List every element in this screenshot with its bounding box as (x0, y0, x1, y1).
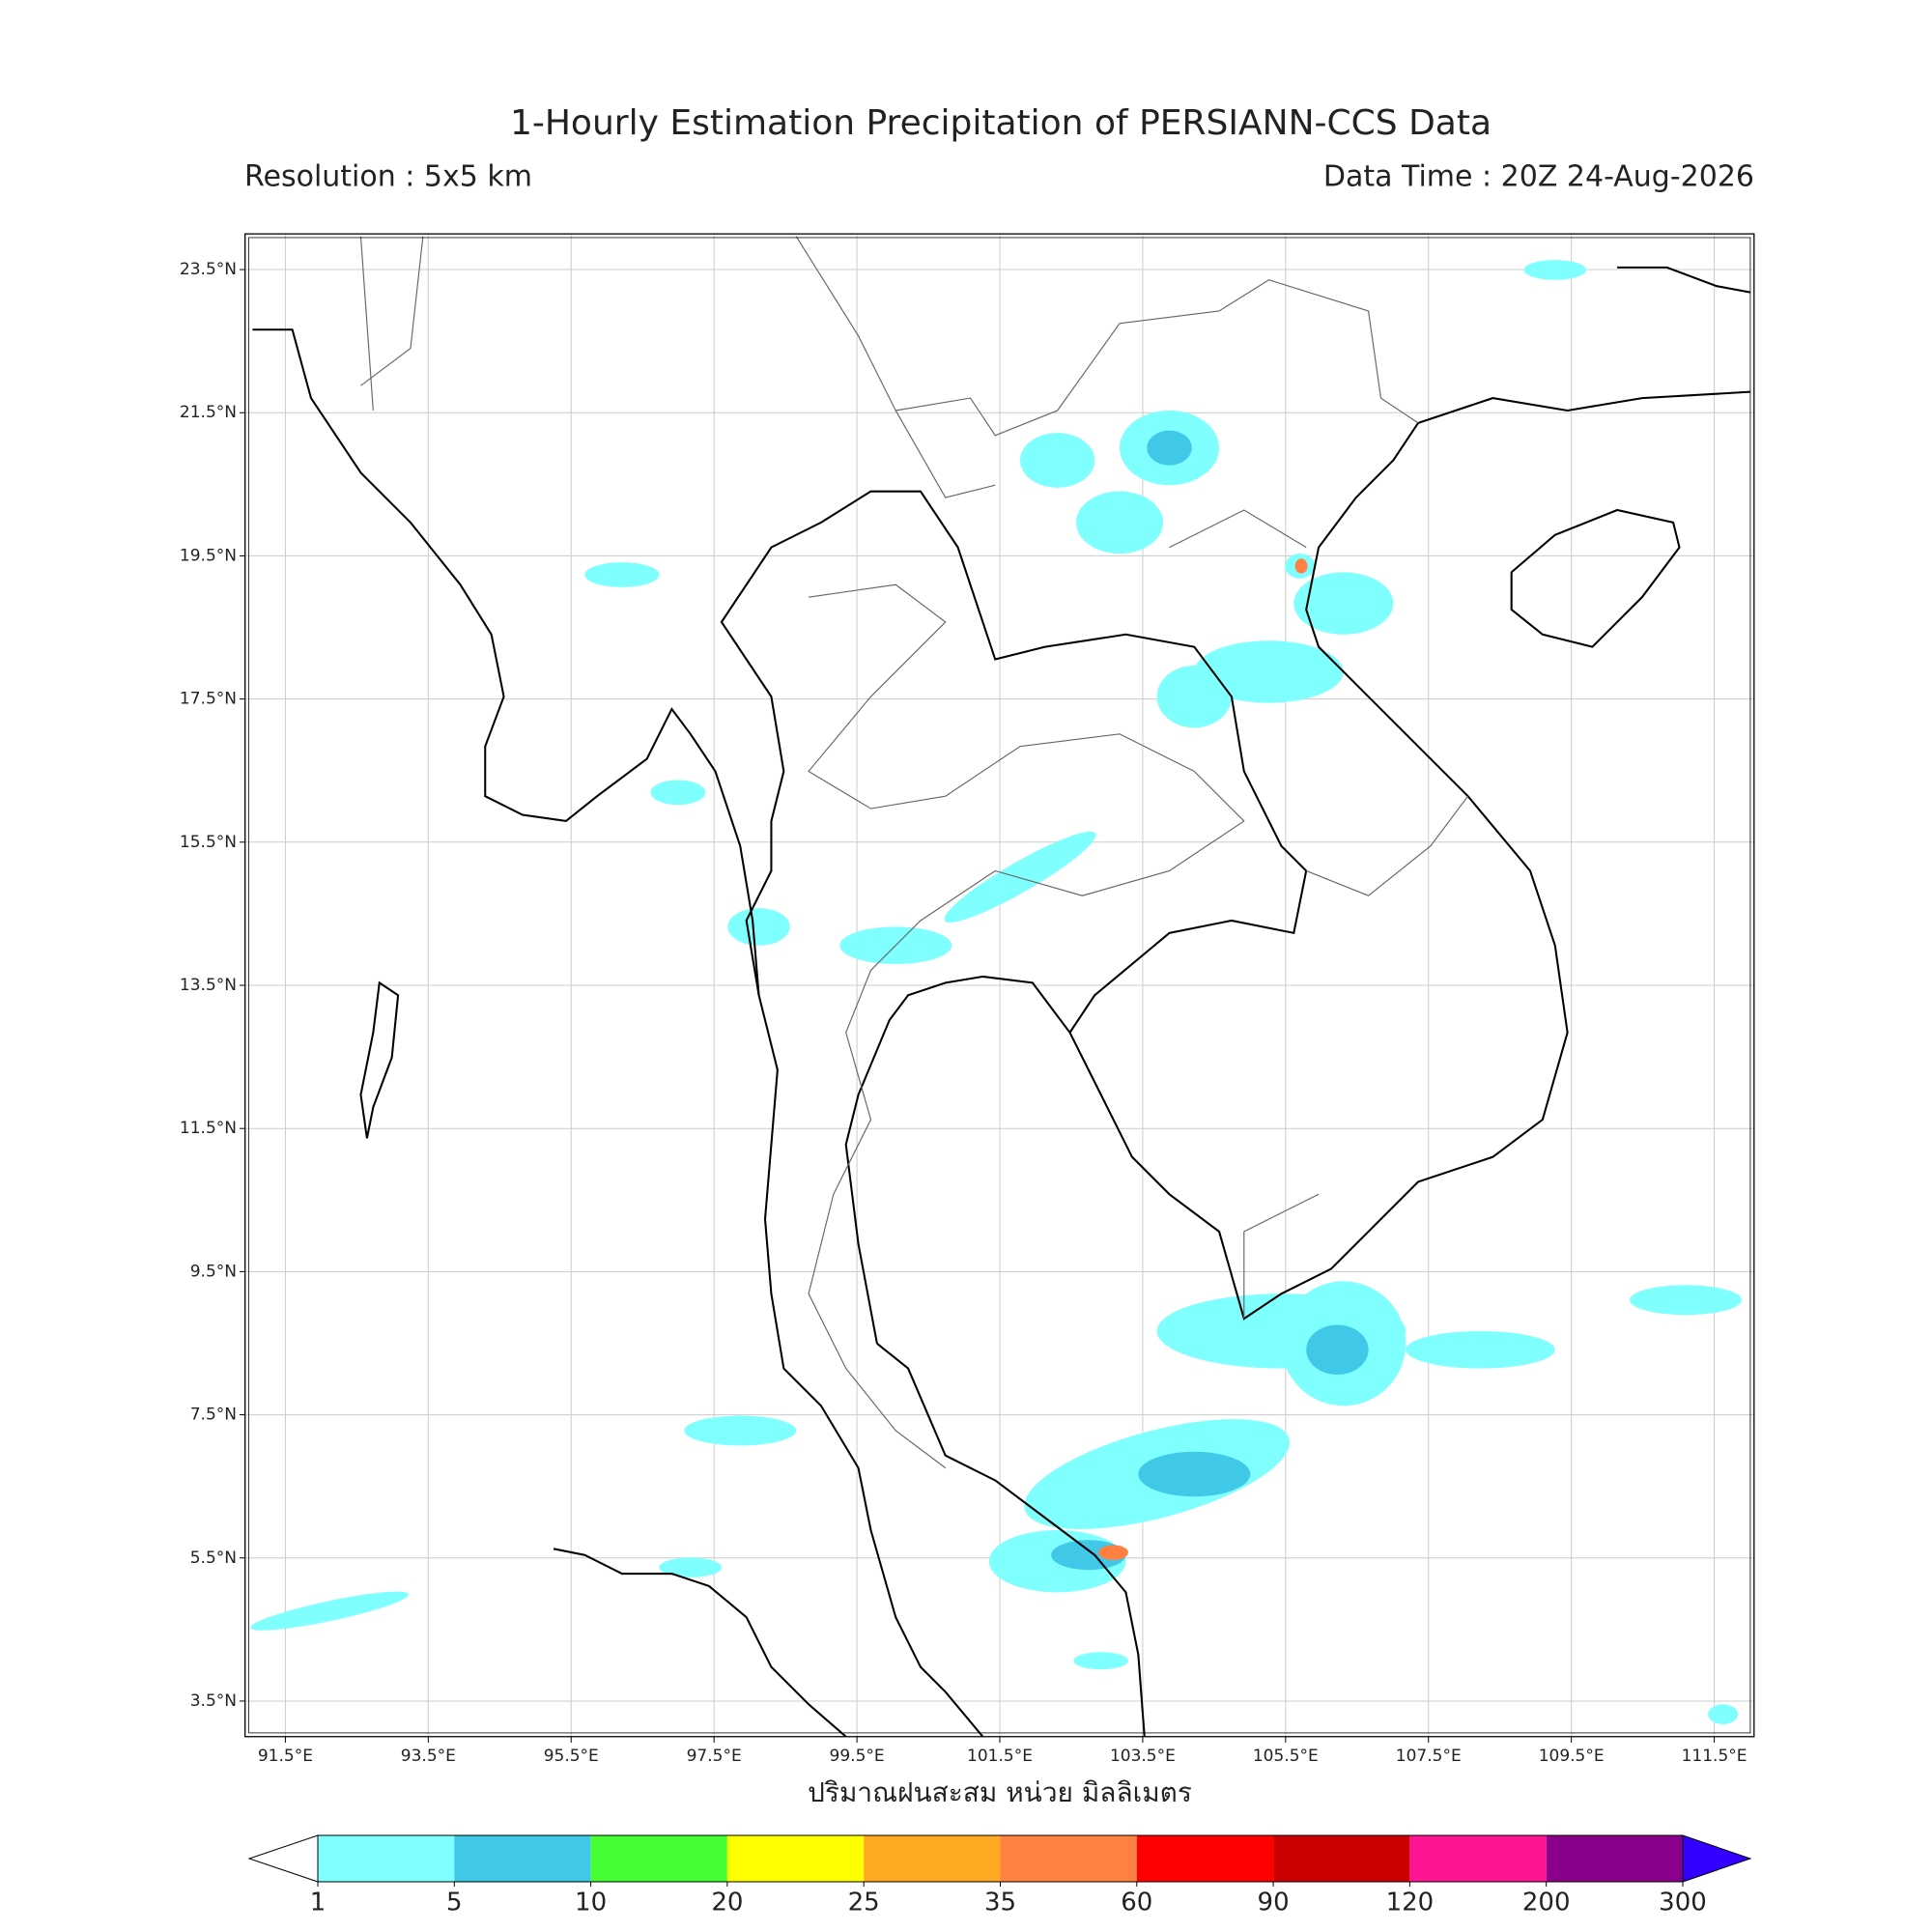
colorbar: 1 5 10 20 25 35 60 90 120 200 300 (247, 1834, 1752, 1918)
island (359, 980, 400, 1139)
colorbar-label: 25 (848, 1889, 880, 1918)
y-tick-label: 17.5°N (180, 690, 237, 709)
colorbar-label: 35 (984, 1889, 1016, 1918)
data-time: Data Time : 20Z 24-Aug-2026 (1323, 160, 1754, 194)
country-border (359, 236, 1469, 1320)
coastline (553, 1548, 847, 1738)
x-tick-label: 93.5°E (401, 1747, 456, 1766)
resolution: Resolution : 5x5 km (244, 160, 532, 194)
y-tick-label: 13.5°N (180, 976, 237, 995)
colorbar-label: 60 (1121, 1889, 1152, 1918)
y-tick-label: 5.5°N (190, 1548, 237, 1568)
x-tick-label: 109.5°E (1539, 1747, 1605, 1766)
y-tick-label: 19.5°N (180, 546, 237, 565)
colorbar-label: 300 (1659, 1889, 1707, 1918)
rain-area (250, 1591, 410, 1631)
colorbar-box (1273, 1835, 1410, 1882)
colorbar-box (1136, 1835, 1274, 1882)
colorbar-label: 10 (575, 1889, 607, 1918)
x-tick-label: 99.5°E (830, 1747, 885, 1766)
colorbar-label: 120 (1386, 1889, 1435, 1918)
rain-area (1156, 665, 1232, 728)
x-tick-label: 103.5°E (1110, 1747, 1176, 1766)
x-tick-label: 95.5°E (544, 1747, 599, 1766)
y-tick-label: 7.5°N (190, 1406, 237, 1425)
colorbar-label: 5 (446, 1889, 463, 1918)
province-borders (808, 583, 1245, 1469)
rain-area (1138, 1451, 1251, 1497)
rain-area (584, 562, 660, 587)
colorbar-box (1000, 1835, 1137, 1882)
colorbar-label: 20 (711, 1889, 743, 1918)
y-tick-label: 11.5°N (180, 1119, 237, 1138)
rain-areas (250, 260, 1742, 1724)
colorbar-box (864, 1835, 1001, 1882)
island (1510, 508, 1681, 648)
x-tick-label: 107.5°E (1396, 1747, 1462, 1766)
rain-area (659, 1557, 722, 1577)
title: 1-Hourly Estimation Precipitation of PER… (510, 103, 1492, 143)
rain-area (727, 908, 790, 946)
rain-area (1147, 430, 1192, 466)
rain-area (1406, 1330, 1555, 1369)
rain-area (684, 1415, 797, 1446)
coastline (1617, 266, 1751, 294)
colorbar-box (318, 1835, 455, 1882)
colorbar-box (454, 1835, 591, 1882)
x-tick-label: 101.5°E (967, 1747, 1033, 1766)
x-label: ปริมาณฝนสะสม หน่วย มิลลิเมตร (808, 1776, 1192, 1808)
y-tick-label: 9.5°N (190, 1262, 237, 1281)
x-tick-label: 105.5°E (1253, 1747, 1319, 1766)
rain-area (650, 780, 706, 806)
rain-area (1630, 1285, 1742, 1316)
rain-area (1019, 433, 1095, 488)
rain-area (1194, 640, 1344, 703)
rain-area (1708, 1704, 1739, 1724)
coastline (844, 390, 1750, 1345)
coastline (876, 1343, 1146, 1737)
x-tick-label: 97.5°E (687, 1747, 742, 1766)
colorbar-label: 1 (310, 1889, 327, 1918)
coastline (252, 328, 984, 1738)
y-tick-label: 15.5°N (180, 833, 237, 852)
rain-area (1075, 491, 1164, 554)
rain-area (1523, 260, 1586, 280)
rain-area (1098, 1545, 1129, 1560)
rain-area (1294, 558, 1308, 574)
y-tick-label: 21.5°N (180, 403, 237, 422)
rain-area (1293, 572, 1394, 635)
x-tick-label: 91.5°E (258, 1747, 313, 1766)
rain-area (944, 831, 1096, 923)
x-tick-label: 111.5°E (1682, 1747, 1747, 1766)
colorbar-box (1546, 1835, 1683, 1882)
thailand-border (720, 490, 1308, 1034)
colorbar-box (590, 1835, 727, 1882)
rain-area (1306, 1324, 1369, 1376)
colorbar-box (726, 1835, 865, 1882)
colorbar-label: 90 (1258, 1889, 1290, 1918)
map-layer (244, 233, 1755, 1738)
colorbar-box (1409, 1835, 1547, 1882)
rain-area (1073, 1652, 1129, 1670)
y-tick-label: 3.5°N (190, 1691, 237, 1711)
y-tick-label: 23.5°N (180, 260, 237, 279)
map-frame-inner (248, 237, 1751, 1734)
colorbar-label: 200 (1522, 1889, 1571, 1918)
